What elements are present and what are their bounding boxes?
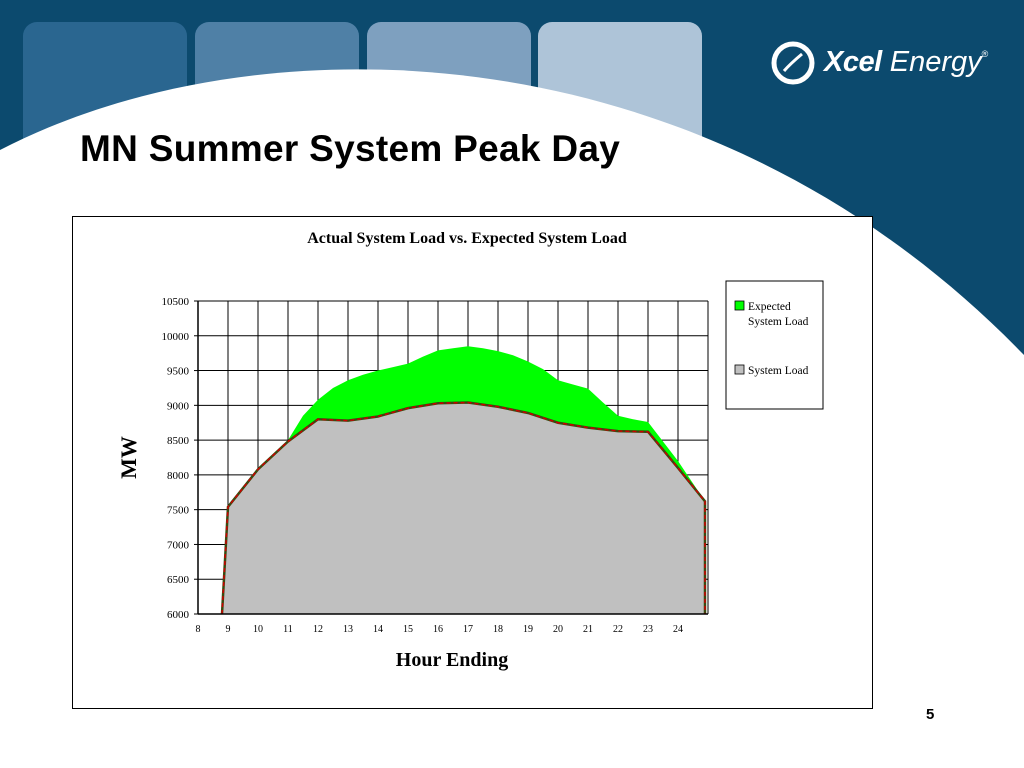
xcel-swirl-icon xyxy=(771,41,815,85)
system-load-area xyxy=(222,402,705,614)
x-tick-label: 14 xyxy=(373,624,383,635)
x-tick-label: 22 xyxy=(613,624,623,635)
page-number: 5 xyxy=(926,706,935,723)
y-tick-label: 8500 xyxy=(167,435,190,447)
x-tick-label: 19 xyxy=(523,624,533,635)
legend-swatch-system xyxy=(734,364,745,375)
logo-text-rest: Energy xyxy=(881,46,982,78)
y-tick-label: 7000 xyxy=(167,539,190,551)
y-tick-label: 6500 xyxy=(167,574,190,586)
logo-text-bold: Xcel xyxy=(824,46,882,78)
y-tick-label: 7500 xyxy=(167,505,190,517)
logo-registered-mark: ® xyxy=(981,49,989,59)
x-tick-label: 8 xyxy=(196,624,201,635)
x-tick-label: 17 xyxy=(463,624,473,635)
legend-swatch-expected xyxy=(734,300,745,311)
y-tick-label: 8000 xyxy=(167,470,190,482)
x-tick-label: 18 xyxy=(493,624,503,635)
y-tick-label: 10000 xyxy=(162,331,190,343)
y-tick-label: 9500 xyxy=(167,366,190,378)
x-tick-label: 12 xyxy=(313,624,323,635)
x-tick-label: 9 xyxy=(226,624,231,635)
legend-label-expected: Expected System Load xyxy=(748,301,809,328)
x-tick-label: 20 xyxy=(553,624,563,635)
system-load-dashed-line xyxy=(221,401,706,615)
x-tick-label: 13 xyxy=(343,624,353,635)
x-tick-label: 15 xyxy=(403,624,413,635)
y-tick-label: 9000 xyxy=(167,400,190,412)
x-tick-label: 16 xyxy=(433,624,443,635)
xcel-energy-logo: Xcel Energy® xyxy=(770,40,1000,86)
y-tick-label: 6000 xyxy=(167,609,190,621)
chart-legend: Expected System Load System Load xyxy=(725,280,824,410)
x-axis-label: Hour Ending xyxy=(396,649,508,671)
x-tick-label: 21 xyxy=(583,624,593,635)
load-chart: Actual System Load vs. Expected System L… xyxy=(116,230,824,671)
legend-label-system: System Load xyxy=(748,365,809,377)
x-tick-label: 10 xyxy=(253,624,263,635)
x-tick-label: 23 xyxy=(643,624,653,635)
chart-title: Actual System Load vs. Expected System L… xyxy=(307,230,627,247)
plot-area: 6000 6500 7000 7500 8000 8500 9000 9500 10000 105… xyxy=(162,296,709,635)
x-tick-label: 11 xyxy=(283,624,293,635)
slide-title: MN Summer System Peak Day xyxy=(80,128,621,169)
y-axis-label: MW xyxy=(116,436,141,479)
y-tick-label: 10500 xyxy=(162,296,190,308)
x-tick-label: 24 xyxy=(673,624,683,635)
